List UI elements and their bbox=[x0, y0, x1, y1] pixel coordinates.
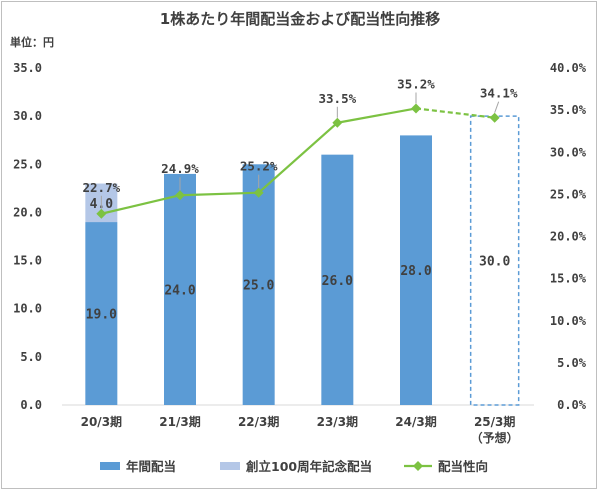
payout-ratio-line-segment bbox=[101, 194, 181, 215]
bar-annual-dividend bbox=[400, 135, 432, 405]
y-left-tick-label: 0.0 bbox=[20, 398, 42, 412]
annual-dividend-value-label: 26.0 bbox=[322, 274, 353, 289]
annual-dividend-value-label: 30.0 bbox=[479, 255, 510, 270]
y-left-tick-label: 25.0 bbox=[13, 157, 42, 171]
y-left-tick-label: 10.0 bbox=[13, 302, 42, 316]
payout-ratio-value-label: 24.9% bbox=[161, 161, 199, 176]
y-left-tick-label: 35.0 bbox=[13, 61, 42, 75]
unit-label: 単位：円 bbox=[10, 36, 54, 49]
y-right-tick-label: 10.0% bbox=[550, 314, 587, 328]
annual-dividend-value-label: 28.0 bbox=[400, 264, 431, 279]
y-right-tick-label: 40.0% bbox=[550, 61, 587, 75]
y-left-tick-label: 20.0 bbox=[13, 205, 42, 219]
payout-ratio-marker bbox=[332, 117, 343, 128]
category-label: 22/3期 bbox=[238, 414, 279, 429]
payout-ratio-marker bbox=[253, 187, 264, 198]
category-label: 21/3期 bbox=[159, 414, 200, 429]
annual-dividend-value-label: 19.0 bbox=[86, 308, 117, 323]
payout-ratio-line-segment bbox=[179, 191, 259, 197]
payout-ratio-line-segment bbox=[257, 121, 339, 194]
payout-ratio-value-label: 22.7% bbox=[83, 180, 121, 195]
y-right-tick-label: 15.0% bbox=[550, 272, 587, 286]
legend-label-commemorative-dividend: 創立100周年記念配当 bbox=[245, 459, 372, 474]
category-label: 20/3期 bbox=[81, 414, 122, 429]
legend-swatch-commemorative-dividend bbox=[220, 462, 240, 470]
annual-dividend-value-label: 24.0 bbox=[164, 283, 195, 298]
annual-dividend-value-label: 25.0 bbox=[243, 279, 274, 294]
bar-annual-dividend bbox=[85, 222, 118, 405]
chart-title: 1株あたり年間配当金および配当性向推移 bbox=[159, 10, 441, 28]
y-left-tick-label: 30.0 bbox=[13, 109, 42, 123]
y-left-tick-label: 15.0 bbox=[13, 254, 42, 268]
category-label: 25/3期 bbox=[474, 414, 515, 429]
legend-marker-payout-ratio bbox=[413, 461, 423, 471]
payout-ratio-marker bbox=[96, 208, 107, 219]
category-sublabel: （予想） bbox=[471, 430, 519, 445]
y-right-tick-label: 5.0% bbox=[557, 356, 587, 370]
legend-label-annual-dividend: 年間配当 bbox=[126, 459, 176, 474]
y-right-tick-label: 35.0% bbox=[550, 103, 587, 117]
payout-ratio-line-forecast bbox=[415, 107, 495, 119]
bar-annual-dividend bbox=[164, 173, 196, 405]
payout-ratio-leader-line bbox=[494, 101, 500, 113]
payout-ratio-marker bbox=[489, 112, 500, 123]
bar-annual-dividend bbox=[242, 164, 275, 405]
y-right-tick-label: 20.0% bbox=[550, 230, 587, 244]
payout-ratio-value-label: 25.2% bbox=[240, 159, 278, 174]
payout-ratio-marker bbox=[411, 103, 421, 114]
y-right-tick-label: 30.0% bbox=[550, 145, 587, 159]
category-label: 24/3期 bbox=[395, 414, 436, 429]
y-left-tick-label: 5.0 bbox=[20, 350, 42, 364]
payout-ratio-value-label: 34.1% bbox=[480, 86, 518, 101]
payout-ratio-value-label: 33.5% bbox=[319, 91, 357, 106]
payout-ratio-marker bbox=[175, 190, 185, 201]
bar-annual-dividend bbox=[321, 154, 354, 405]
legend-label-payout-ratio: 配当性向 bbox=[438, 459, 488, 474]
payout-ratio-value-label: 35.2% bbox=[397, 76, 435, 91]
payout-ratio-line-segment bbox=[337, 107, 417, 124]
category-label: 23/3期 bbox=[317, 414, 358, 429]
legend-swatch-annual-dividend bbox=[100, 462, 120, 470]
y-right-tick-label: 0.0% bbox=[557, 398, 587, 412]
y-right-tick-label: 25.0% bbox=[550, 187, 587, 201]
